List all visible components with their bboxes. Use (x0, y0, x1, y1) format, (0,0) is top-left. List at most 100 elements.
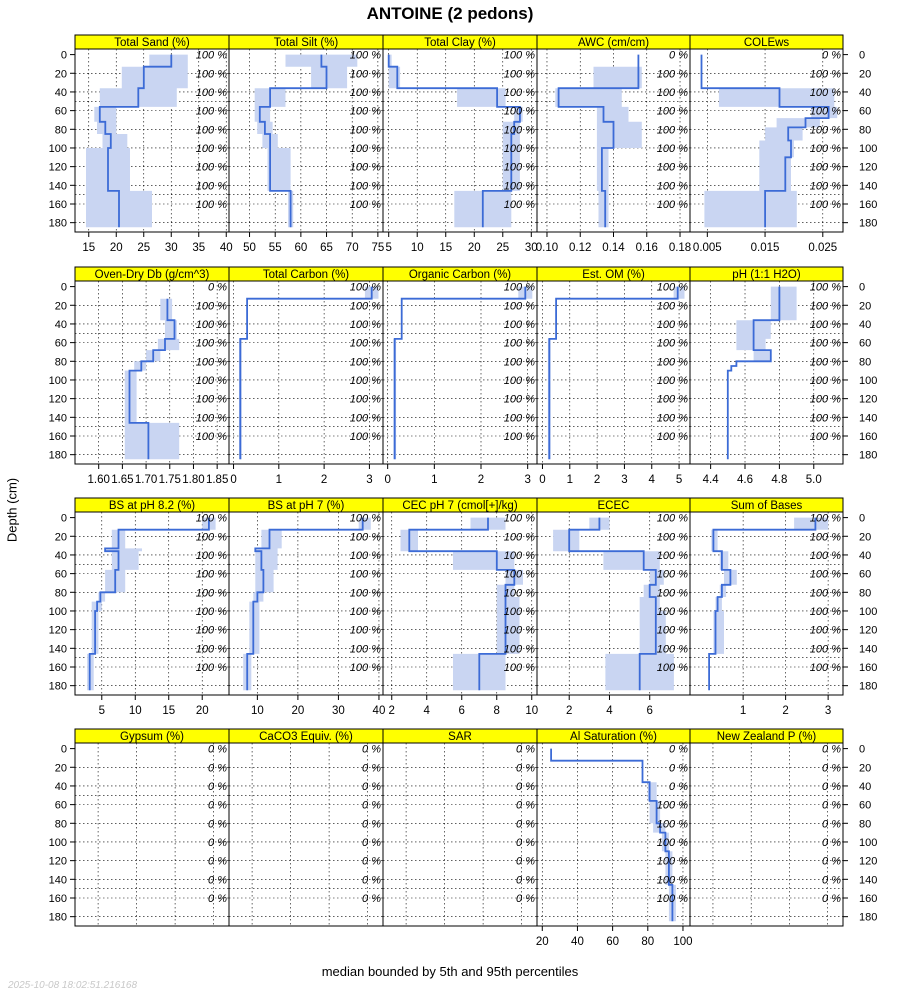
contribution-label: 100 % (657, 550, 688, 562)
contribution-label: 100 % (657, 643, 688, 655)
contribution-label: 100 % (657, 569, 688, 581)
x-tick-label: 5 (386, 242, 392, 254)
contribution-label: 100 % (504, 531, 535, 543)
contribution-label: 100 % (196, 50, 227, 62)
x-tick-label: 15 (162, 705, 175, 717)
panel-title: Total Carbon (%) (263, 269, 349, 281)
depth-tick-label-right: 60 (859, 338, 871, 350)
depth-tick-label-left: 140 (49, 874, 67, 886)
contribution-label: 100 % (350, 87, 381, 99)
median-line (258, 54, 328, 228)
depth-tick-label-right: 80 (859, 587, 871, 599)
depth-tick-label-left: 120 (49, 394, 67, 406)
contribution-label: 100 % (504, 319, 535, 331)
contribution-label: 0 % (362, 856, 381, 868)
contribution-label: 100 % (350, 643, 381, 655)
depth-tick-label-right: 120 (859, 856, 877, 868)
contribution-label: 100 % (504, 199, 535, 211)
contribution-label: 100 % (810, 375, 841, 387)
contribution-label: 100 % (350, 587, 381, 599)
panel: AWC (cm/cm) 0 % 100 % 100 % 100 % 100 % 100 % 1… (536, 34, 691, 254)
x-tick-label: 15 (82, 242, 95, 254)
contribution-label: 100 % (504, 180, 535, 192)
depth-tick-label-right: 20 (859, 531, 871, 543)
panel: ECEC 100 % 100 % 100 % 100 % 100 % 100 % 100 % 1… (536, 497, 691, 717)
x-tick-label: 50 (243, 242, 256, 254)
contribution-label: 100 % (657, 356, 688, 368)
depth-tick-label-left: 160 (49, 893, 67, 905)
x-tick-label: 4.6 (737, 474, 753, 486)
chart-title: ANTOINE (2 pedons) (366, 4, 534, 23)
contribution-label: 100 % (504, 282, 535, 294)
x-tick-label: 3 (524, 474, 530, 486)
depth-tick-label-left: 0 (61, 744, 67, 756)
x-tick-label: 60 (606, 936, 619, 948)
percentile-band (555, 54, 642, 228)
x-tick-label: 0.10 (536, 242, 558, 254)
contribution-label: 100 % (196, 124, 227, 136)
contribution-label: 0 % (822, 818, 841, 830)
contribution-label: 0 % (822, 762, 841, 774)
contribution-label: 100 % (504, 338, 535, 350)
panel: Gypsum (%) 0 % 0 % 0 % 0 % 0 % 0 % 0 % 0 % 0 % (74, 728, 230, 927)
depth-tick-label-right: 0 (859, 513, 865, 525)
x-tick-label: 3 (366, 474, 372, 486)
contribution-label: 0 % (208, 781, 227, 793)
contribution-label: 100 % (350, 319, 381, 331)
contribution-label: 100 % (350, 531, 381, 543)
contribution-label: 0 % (822, 874, 841, 886)
median-line (246, 517, 364, 691)
contribution-label: 100 % (657, 625, 688, 637)
depth-tick-label-right: 0 (859, 50, 865, 62)
depth-tick-label-right: 160 (859, 431, 877, 443)
x-tick-label: 70 (346, 242, 359, 254)
depth-tick-label-left: 120 (49, 856, 67, 868)
depth-tick-label-right: 160 (859, 893, 877, 905)
contribution-label: 100 % (504, 569, 535, 581)
x-tick-label: 1.60 (87, 474, 109, 486)
depth-tick-label-right: 40 (859, 781, 871, 793)
contribution-label: 100 % (504, 87, 535, 99)
depth-tick-label-right: 120 (859, 162, 877, 174)
contribution-label: 0 % (362, 837, 381, 849)
depth-tick-label-right: 80 (859, 124, 871, 136)
contribution-label: 0 % (208, 837, 227, 849)
panel: COLEws 0 % 100 % 100 % 100 % 100 % 100 % 100 % 1… (689, 34, 844, 254)
contribution-label: 0 % (822, 893, 841, 905)
x-tick-label: 20 (291, 705, 304, 717)
panel-title: CaCO3 Equiv. (%) (259, 731, 353, 743)
depth-tick-label-right: 60 (859, 569, 871, 581)
contribution-label: 100 % (196, 587, 227, 599)
depth-tick-label-left: 180 (49, 218, 67, 230)
x-tick-label: 4 (606, 705, 613, 717)
contribution-label: 100 % (504, 606, 535, 618)
percentile-band (243, 517, 371, 691)
depth-tick-label-right: 160 (859, 199, 877, 211)
x-tick-label: 60 (294, 242, 307, 254)
depth-tick-label-left: 60 (55, 338, 67, 350)
contribution-label: 100 % (657, 124, 688, 136)
depth-tick-label-right: 0 (859, 282, 865, 294)
x-tick-label: 0.015 (751, 242, 780, 254)
panel-title: Organic Carbon (%) (409, 269, 511, 281)
contribution-label: 100 % (196, 606, 227, 618)
contribution-label: 100 % (504, 643, 535, 655)
median-line (239, 286, 373, 460)
depth-tick-label-left: 80 (55, 587, 67, 599)
contribution-label: 100 % (196, 106, 227, 118)
panel-title: Al Saturation (%) (570, 731, 657, 743)
contribution-label: 0 % (516, 781, 535, 793)
x-tick-label: 20 (110, 242, 123, 254)
median-line (393, 286, 527, 460)
median-line (98, 54, 173, 228)
contribution-label: 0 % (822, 781, 841, 793)
contribution-label: 0 % (516, 800, 535, 812)
contribution-label: 0 % (362, 762, 381, 774)
depth-tick-label-right: 20 (859, 300, 871, 312)
panel-title: New Zealand P (%) (717, 731, 817, 743)
contribution-label: 100 % (196, 68, 227, 80)
contribution-label: 100 % (657, 282, 688, 294)
panel: BS at pH 8.2 (%)100 %100 %100 %100 %100 … (74, 497, 230, 717)
